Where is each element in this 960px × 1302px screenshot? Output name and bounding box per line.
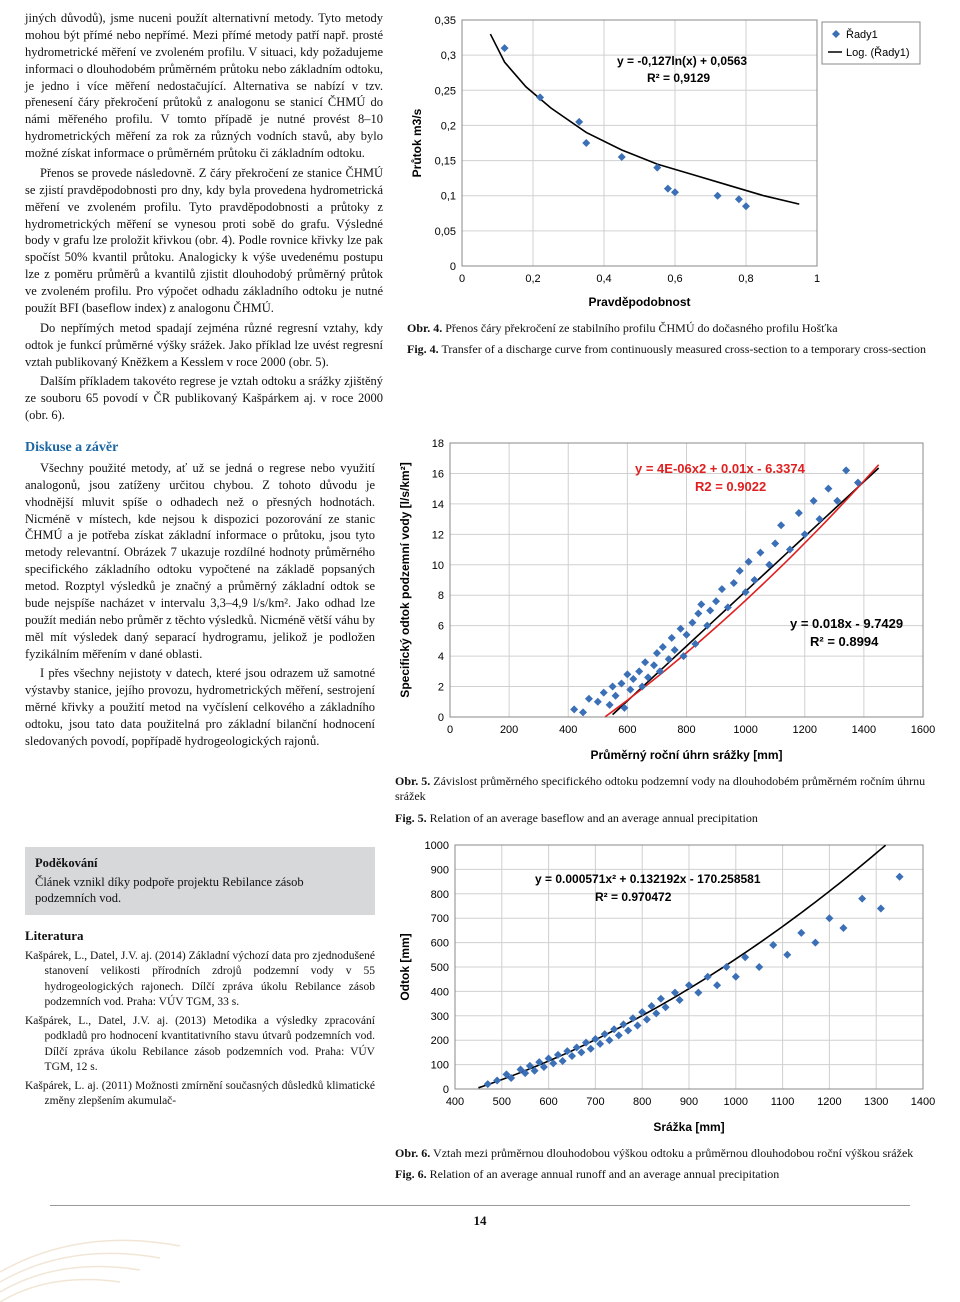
figure-5-caption-cz: Obr. 5. Závislost průměrného specifickéh… bbox=[395, 774, 935, 805]
svg-text:600: 600 bbox=[431, 937, 449, 949]
svg-text:1600: 1600 bbox=[911, 724, 935, 736]
svg-text:0,15: 0,15 bbox=[435, 156, 456, 168]
svg-text:300: 300 bbox=[431, 1010, 449, 1022]
svg-text:1: 1 bbox=[814, 273, 820, 285]
svg-text:8: 8 bbox=[438, 590, 444, 602]
svg-text:0,3: 0,3 bbox=[441, 50, 456, 62]
decorative-lines-icon bbox=[0, 1182, 200, 1302]
figure-4-caption-en: Fig. 4. Transfer of a discharge curve fr… bbox=[407, 342, 935, 358]
svg-text:200: 200 bbox=[431, 1035, 449, 1047]
acknowledgements-box: Poděkování Článek vznikl díky podpoře pr… bbox=[25, 847, 375, 916]
svg-text:Pravděpodobnost: Pravděpodobnost bbox=[588, 295, 690, 309]
svg-text:900: 900 bbox=[680, 1096, 698, 1108]
discussion-p1: Všechny použité metody, ať už se jedná o… bbox=[25, 460, 375, 663]
svg-text:4: 4 bbox=[438, 651, 444, 663]
svg-text:500: 500 bbox=[493, 1096, 511, 1108]
svg-text:y = 0.018x - 9.7429: y = 0.018x - 9.7429 bbox=[790, 616, 903, 631]
svg-text:R² = 0.970472: R² = 0.970472 bbox=[595, 890, 672, 904]
figure-5-caption-en: Fig. 5. Relation of an average baseflow … bbox=[395, 811, 935, 827]
figure-6-chart: 0 100 200 300 400 500 600 700 800 900 1000 400 500 60… bbox=[395, 835, 935, 1140]
svg-text:0,4: 0,4 bbox=[596, 273, 611, 285]
reference-item: Kašpárek, L., Datel, J.V. aj. (2014) Zák… bbox=[25, 949, 375, 1011]
figure-4-chart: 0 0,05 0,1 0,15 0,2 0,25 0,3 0,35 0 0,2 0,4 0,6 0,8 1… bbox=[407, 10, 935, 315]
svg-text:0,25: 0,25 bbox=[435, 85, 456, 97]
svg-text:R² = 0,9129: R² = 0,9129 bbox=[647, 71, 710, 85]
svg-text:Srážka [mm]: Srážka [mm] bbox=[653, 1120, 724, 1134]
svg-text:0,6: 0,6 bbox=[667, 273, 682, 285]
svg-text:1200: 1200 bbox=[817, 1096, 841, 1108]
svg-text:0: 0 bbox=[450, 261, 456, 273]
svg-text:1400: 1400 bbox=[852, 724, 876, 736]
svg-text:200: 200 bbox=[500, 724, 518, 736]
reference-item: Kašpárek, L. aj. (2011) Možnosti zmírněn… bbox=[25, 1079, 375, 1110]
svg-text:Průtok m3/s: Průtok m3/s bbox=[410, 108, 424, 177]
svg-text:Specifický odtok podzemní vody: Specifický odtok podzemní vody [l/s/km²] bbox=[398, 462, 412, 697]
svg-text:0,2: 0,2 bbox=[441, 120, 456, 132]
svg-text:1000: 1000 bbox=[724, 1096, 748, 1108]
acknowledgements-header: Poděkování bbox=[35, 855, 365, 872]
svg-text:Log. (Řady1): Log. (Řady1) bbox=[846, 46, 910, 59]
svg-text:0,05: 0,05 bbox=[435, 226, 456, 238]
svg-text:400: 400 bbox=[446, 1096, 464, 1108]
svg-text:100: 100 bbox=[431, 1059, 449, 1071]
svg-text:0,8: 0,8 bbox=[738, 273, 753, 285]
svg-text:Odtok [mm]: Odtok [mm] bbox=[398, 933, 412, 1000]
svg-text:14: 14 bbox=[432, 499, 444, 511]
svg-text:y = 0.000571x² + 0.132192x - 1: y = 0.000571x² + 0.132192x - 170.258581 bbox=[535, 872, 761, 886]
svg-text:900: 900 bbox=[431, 864, 449, 876]
svg-text:0,35: 0,35 bbox=[435, 15, 456, 27]
svg-text:y = 4E-06x2 + 0.01x - 6.3374: y = 4E-06x2 + 0.01x - 6.3374 bbox=[635, 461, 806, 476]
svg-text:1100: 1100 bbox=[771, 1096, 795, 1108]
svg-text:Průměrný roční úhrn srážky [mm: Průměrný roční úhrn srážky [mm] bbox=[590, 748, 782, 762]
para-3: Do nepřímých metod spadají zejména různé… bbox=[25, 320, 383, 371]
figure-6-caption-cz: Obr. 6. Vztah mezi průměrnou dlouhodobou… bbox=[395, 1146, 935, 1162]
svg-text:0,1: 0,1 bbox=[441, 191, 456, 203]
svg-text:1300: 1300 bbox=[864, 1096, 888, 1108]
para-1: jiných důvodů), jsme nuceni použít alter… bbox=[25, 10, 383, 162]
figure-5-chart: 0 2 4 6 8 10 12 14 16 18 0 200 400 600 800 1000 1200 1400… bbox=[395, 433, 935, 768]
para-4: Dalším příkladem takovéto regrese je vzt… bbox=[25, 373, 383, 424]
svg-text:600: 600 bbox=[618, 724, 636, 736]
svg-text:0: 0 bbox=[459, 273, 465, 285]
svg-text:700: 700 bbox=[431, 913, 449, 925]
svg-text:400: 400 bbox=[431, 986, 449, 998]
svg-text:R² = 0.8994: R² = 0.8994 bbox=[810, 634, 879, 649]
svg-text:800: 800 bbox=[431, 888, 449, 900]
svg-text:500: 500 bbox=[431, 962, 449, 974]
svg-text:800: 800 bbox=[677, 724, 695, 736]
svg-text:800: 800 bbox=[633, 1096, 651, 1108]
svg-text:6: 6 bbox=[438, 621, 444, 633]
discussion-p2: I přes všechny nejistoty v datech, které… bbox=[25, 665, 375, 749]
para-2: Přenos se provede následovně. Z čáry pře… bbox=[25, 165, 383, 317]
svg-text:1000: 1000 bbox=[425, 840, 449, 852]
figure-6-caption-en: Fig. 6. Relation of an average annual ru… bbox=[395, 1167, 935, 1183]
svg-text:1200: 1200 bbox=[793, 724, 817, 736]
acknowledgements-body: Článek vznikl díky podpoře projektu Rebi… bbox=[35, 874, 365, 908]
svg-text:y = -0,127ln(x) + 0,0563: y = -0,127ln(x) + 0,0563 bbox=[617, 54, 747, 68]
svg-text:16: 16 bbox=[432, 468, 444, 480]
svg-text:700: 700 bbox=[586, 1096, 604, 1108]
svg-text:600: 600 bbox=[539, 1096, 557, 1108]
svg-text:0: 0 bbox=[443, 1084, 449, 1096]
references-title: Literatura bbox=[25, 927, 375, 945]
reference-item: Kašpárek, L., Datel, J.V. aj. (2013) Met… bbox=[25, 1014, 375, 1076]
svg-text:12: 12 bbox=[432, 529, 444, 541]
svg-text:Řady1: Řady1 bbox=[846, 28, 878, 41]
svg-text:0: 0 bbox=[447, 724, 453, 736]
svg-text:R2 = 0.9022: R2 = 0.9022 bbox=[695, 479, 766, 494]
svg-text:2: 2 bbox=[438, 682, 444, 694]
svg-text:400: 400 bbox=[559, 724, 577, 736]
svg-text:1400: 1400 bbox=[911, 1096, 935, 1108]
svg-text:18: 18 bbox=[432, 438, 444, 450]
figure-4-caption-cz: Obr. 4. Přenos čáry překročení ze stabil… bbox=[407, 321, 935, 337]
svg-text:0: 0 bbox=[438, 712, 444, 724]
svg-text:10: 10 bbox=[432, 560, 444, 572]
section-title-discussion: Diskuse a závěr bbox=[25, 439, 375, 458]
svg-text:1000: 1000 bbox=[733, 724, 757, 736]
svg-text:0,2: 0,2 bbox=[525, 273, 540, 285]
